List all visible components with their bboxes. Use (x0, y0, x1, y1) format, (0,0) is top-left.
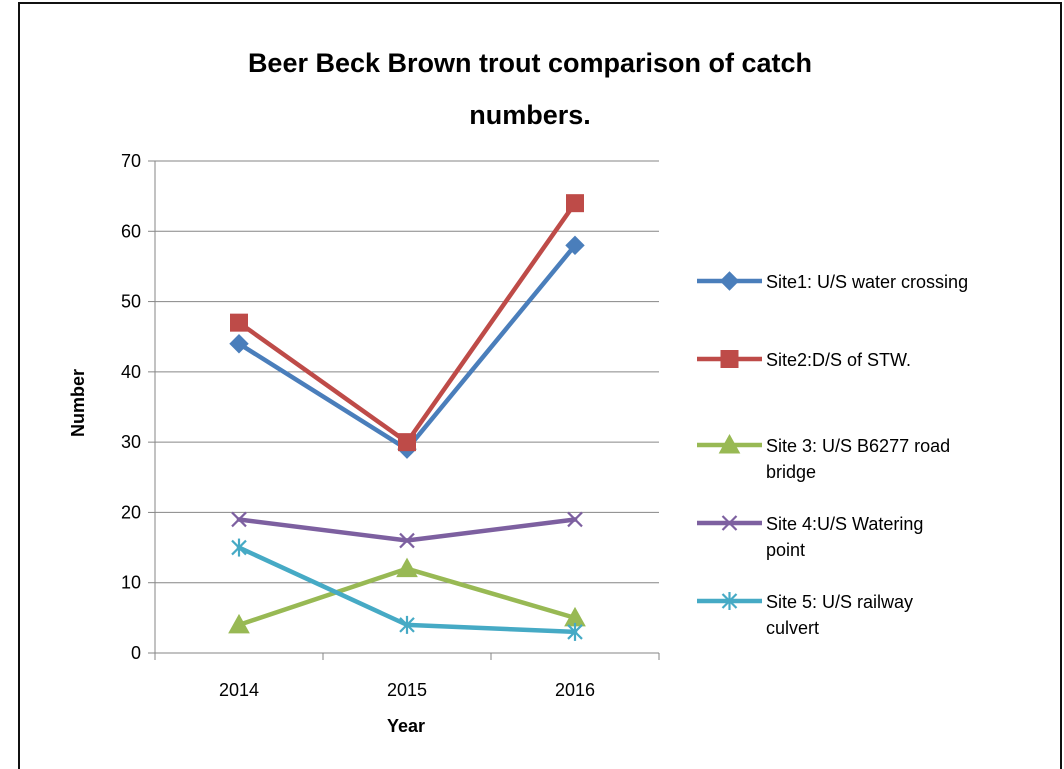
marker-stroke (399, 532, 415, 549)
y-tick-label: 50 (121, 292, 141, 312)
data-point (230, 313, 248, 332)
legend: Site1: U/S water crossing Site2:D/S of ST… (697, 271, 968, 638)
y-tick-label: 60 (121, 221, 141, 241)
legend-item-4: Site 4:U/S Watering point (697, 514, 923, 560)
legend-item-3: Site 3: U/S B6277 road bridge (697, 433, 950, 482)
y-tick-labels: 0 10 20 30 40 50 60 70 (121, 151, 141, 663)
legend-marker (720, 350, 739, 368)
chart-title-line-1: Beer Beck Brown trout comparison of catc… (248, 48, 812, 78)
legend-label: Site 5: U/S railway (766, 592, 913, 612)
x-tick-label: 2015 (387, 680, 427, 700)
series-3 (228, 557, 586, 634)
y-tick-label: 10 (121, 573, 141, 593)
chart-title-line-2: numbers. (469, 100, 591, 130)
data-point (231, 511, 247, 528)
legend-label: Site 4:U/S Watering (766, 514, 923, 534)
data-point (567, 622, 583, 641)
series-layer (228, 194, 586, 641)
legend-label: Site1: U/S water crossing (766, 272, 968, 292)
marker-stroke (567, 511, 583, 528)
legend-label: Site 3: U/S B6277 road (766, 436, 950, 456)
x-axis-title: Year (387, 716, 425, 736)
data-point (228, 613, 250, 634)
data-point (398, 433, 416, 452)
marker-stroke (231, 511, 247, 528)
y-tick-label: 20 (121, 502, 141, 522)
legend-label: bridge (766, 462, 816, 482)
x-tick-labels: 2014 2015 2016 (219, 680, 595, 700)
gridlines (155, 160, 659, 584)
legend-marker (719, 271, 740, 291)
series-4 (231, 511, 583, 549)
series-2 (230, 194, 584, 452)
data-point (565, 235, 585, 256)
x-tick-label: 2016 (555, 680, 595, 700)
legend-item-5: Site 5: U/S railway culvert (697, 592, 913, 638)
legend-label: culvert (766, 618, 819, 638)
data-point (567, 511, 583, 528)
y-tick-label: 40 (121, 362, 141, 382)
y-tick-label: 30 (121, 432, 141, 452)
data-point (229, 334, 249, 354)
legend-marker (721, 515, 738, 531)
data-point (396, 557, 418, 578)
legend-marker (718, 433, 741, 454)
marker-stroke (721, 515, 738, 531)
data-point (231, 538, 247, 557)
series-5 (231, 538, 583, 641)
y-tick-label: 70 (121, 151, 141, 171)
legend-item-1: Site1: U/S water crossing (697, 271, 968, 292)
data-point (566, 194, 584, 213)
x-tick-label: 2014 (219, 680, 259, 700)
legend-label: Site2:D/S of STW. (766, 350, 911, 370)
data-point (399, 532, 415, 549)
legend-item-2: Site2:D/S of STW. (697, 350, 911, 370)
y-tick-label: 0 (131, 643, 141, 663)
data-point (399, 615, 415, 634)
y-axis-title: Number (68, 369, 88, 437)
legend-label: point (766, 540, 805, 560)
chart-border (18, 2, 1062, 769)
axes (148, 160, 660, 660)
legend-marker (721, 592, 738, 610)
